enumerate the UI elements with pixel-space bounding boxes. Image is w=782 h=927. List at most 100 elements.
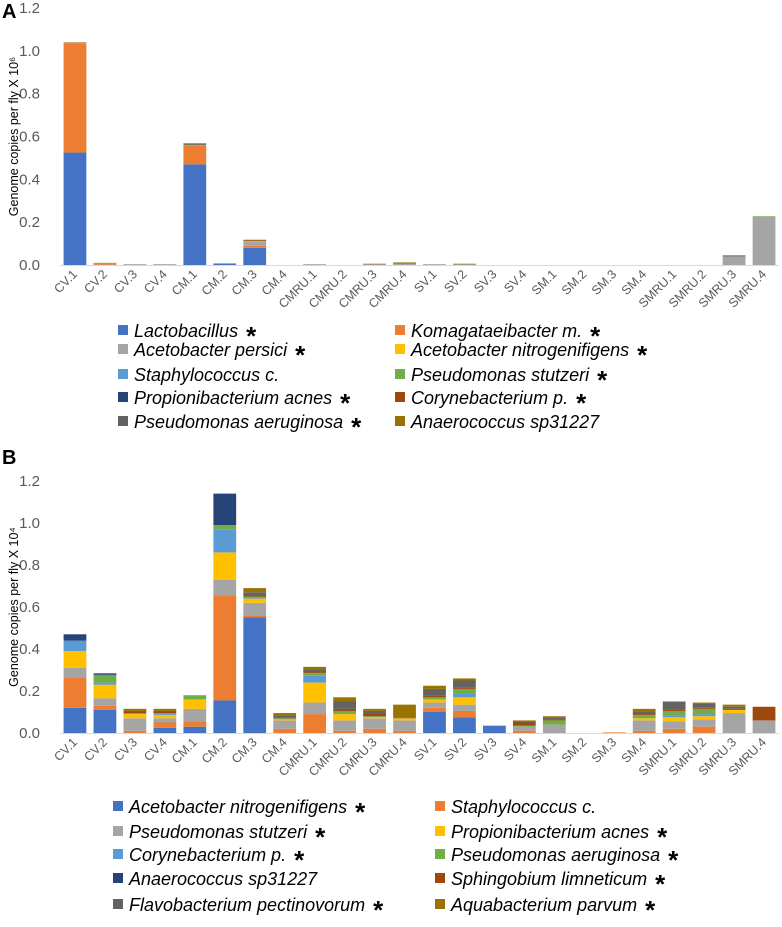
bar-segment-cm-1-s0	[183, 164, 207, 265]
legend-swatch	[118, 344, 128, 354]
legend-swatch	[118, 416, 128, 426]
bar-segment-cm-2-s0	[213, 263, 237, 265]
bar-segment-sm-3-s1	[602, 732, 626, 733]
x-tick-label: SV.4	[501, 735, 529, 763]
bar-segment-cmru-2-s8	[333, 701, 356, 709]
bar-segment-sv-2-s1	[453, 710, 476, 718]
bar-segment-smru-1-s5	[662, 710, 686, 716]
bar-segment-cmru-3-s8	[363, 710, 386, 714]
significance-star: *	[597, 365, 608, 395]
bar-segment-cm-2-s6	[213, 493, 237, 526]
legend-item: Pseudomonas aeruginosa *	[435, 845, 679, 875]
bar-segment-smru-3-s2	[722, 713, 746, 733]
bar-segment-cv-3-s8	[123, 710, 147, 712]
bar-segment-sv-4-s7	[512, 722, 536, 726]
bar-segment-smru-3-s3	[722, 709, 746, 714]
legend: Lactobacillus * Komagataeibacter m. *Acetob…	[118, 321, 648, 442]
y-tick-label: 0.0	[19, 257, 40, 274]
bar-segment-cm-2-s2	[213, 579, 237, 596]
bar-segment-cm-3-s7	[243, 240, 267, 242]
bar-segment-cv-1-s1	[63, 43, 87, 153]
bar-segment-cv-3-s3	[123, 714, 147, 719]
bar-segment-sv-2-s3	[453, 697, 476, 705]
legend-label: Flavobacterium pectinovorum	[129, 895, 365, 915]
legend-label: Acetobacter nitrogenifigens	[410, 340, 629, 360]
bar-segment-cm-3-s0	[243, 617, 267, 733]
bar-segment-smru-4-s2	[752, 216, 776, 265]
bar-segment-cv-2-s3	[93, 684, 117, 699]
legend-label: Acetobacter nitrogenifigens	[128, 797, 347, 817]
x-tick-label: CV.2	[81, 735, 110, 764]
bar-segment-cv-3-s2	[123, 718, 147, 731]
bar-segment-cmru-3-s9	[363, 708, 386, 711]
bar-segment-smru-4-s5	[752, 216, 776, 217]
chart-panel-b: B 0.0 0.2 0.4 0.6 0.8 1.0 1.2 Genome copies per …	[2, 447, 779, 925]
bar-segment-cm-4-s8	[273, 715, 297, 718]
bar-segment-sv-1-s3	[423, 699, 446, 703]
bar-segment-cv-4-s2	[153, 264, 177, 265]
significance-star: *	[590, 321, 601, 351]
y-axis-label: Genome copies per fly X 10⁶	[7, 57, 21, 216]
bar-segment-cv-1-s3	[63, 651, 87, 668]
bar-segment-cm-2-s4	[213, 529, 237, 553]
legend-label: Acetobacter persici	[133, 340, 288, 360]
x-tick-label: SM.1	[529, 735, 560, 766]
legend-item: Staphylococcus c.	[118, 365, 279, 385]
significance-star: *	[295, 340, 306, 370]
panel-label: B	[2, 447, 16, 469]
bar-segment-sv-1-s2	[423, 702, 446, 708]
legend-label: Propionibacterium acnes	[134, 388, 332, 408]
legend-label: Anaerococcus sp31227	[410, 412, 600, 432]
legend-item: Komagataeibacter m. *	[395, 321, 601, 351]
x-tick-label: CV.3	[111, 267, 140, 296]
bar-segment-sv-2-s5	[453, 688, 476, 694]
bar-segment-cmru-4-s3	[393, 718, 416, 721]
bar-segment-sv-2-s9	[453, 678, 476, 681]
bar-segment-cv-4-s5	[153, 713, 177, 715]
significance-star: *	[655, 869, 666, 899]
x-tick-label: CV.4	[141, 735, 170, 764]
chart-panel-a: A 0.0 0.2 0.4 0.6 0.8 1.0 1.2 Genome copies per …	[2, 0, 779, 442]
legend-swatch	[395, 344, 405, 354]
legend-swatch	[435, 873, 445, 883]
bar-segment-cmru-1-s4	[303, 675, 327, 683]
bar-segment-cv-4-s1	[153, 722, 177, 728]
bar-segment-sv-1-s1	[423, 707, 446, 712]
bar-segment-smru-2-s2	[692, 719, 716, 727]
bar-segment-sv-2-s2	[453, 264, 476, 265]
bar-segment-cm-3-s1	[243, 245, 267, 248]
bar-segment-cv-4-s7	[153, 712, 177, 714]
bar-segment-smru-3-s8	[722, 706, 746, 709]
bar-segment-sm-4-s8	[632, 712, 656, 715]
bar-segment-cmru-3-s9	[363, 263, 386, 265]
y-axis-label: Genome copies per fly X 10⁴	[7, 527, 21, 687]
bar-segment-cmru-1-s8	[303, 670, 327, 673]
legend-item: Propionibacterium acnes *	[435, 822, 668, 852]
legend-label: Pseudomonas stutzeri	[129, 822, 308, 842]
bar-segment-sm-4-s5	[632, 715, 656, 719]
bar-segment-cv-4-s4	[153, 714, 177, 716]
bar-segment-cm-1-s5	[183, 695, 207, 700]
bar-segment-cm-4-s2	[273, 720, 297, 729]
bar-segment-cm-2-s5	[213, 525, 237, 530]
legend-swatch	[113, 873, 123, 883]
bar-segment-cv-3-s5	[123, 713, 147, 715]
x-tick-label: SV.4	[501, 267, 529, 295]
bar-segment-cmru-1-s9	[303, 666, 327, 670]
bar-segment-cm-4-s3	[273, 719, 297, 721]
bar-segment-cv-1-s7	[63, 42, 87, 44]
bar-segment-smru-1-s2	[662, 721, 686, 729]
legend-item: Pseudomonas stutzeri *	[395, 365, 608, 395]
bar-segment-smru-4-s7	[752, 706, 776, 721]
bar-segment-cmru-2-s5	[333, 710, 356, 714]
bar-segment-sm-1-s9	[542, 716, 566, 718]
bar-segment-cmru-2-s1	[333, 730, 356, 733]
legend-item: Corynebacterium p. *	[395, 388, 587, 418]
bar-segment-cmru-2-s3	[333, 714, 356, 721]
bar-segment-cm-3-s3	[243, 241, 267, 242]
bar-segment-cm-1-s1	[183, 721, 207, 727]
bar-segment-sv-4-s1	[512, 730, 536, 733]
bar-segment-cm-1-s6	[183, 143, 207, 145]
legend-label: Sphingobium limneticum	[451, 869, 647, 889]
legend-swatch	[113, 801, 123, 811]
